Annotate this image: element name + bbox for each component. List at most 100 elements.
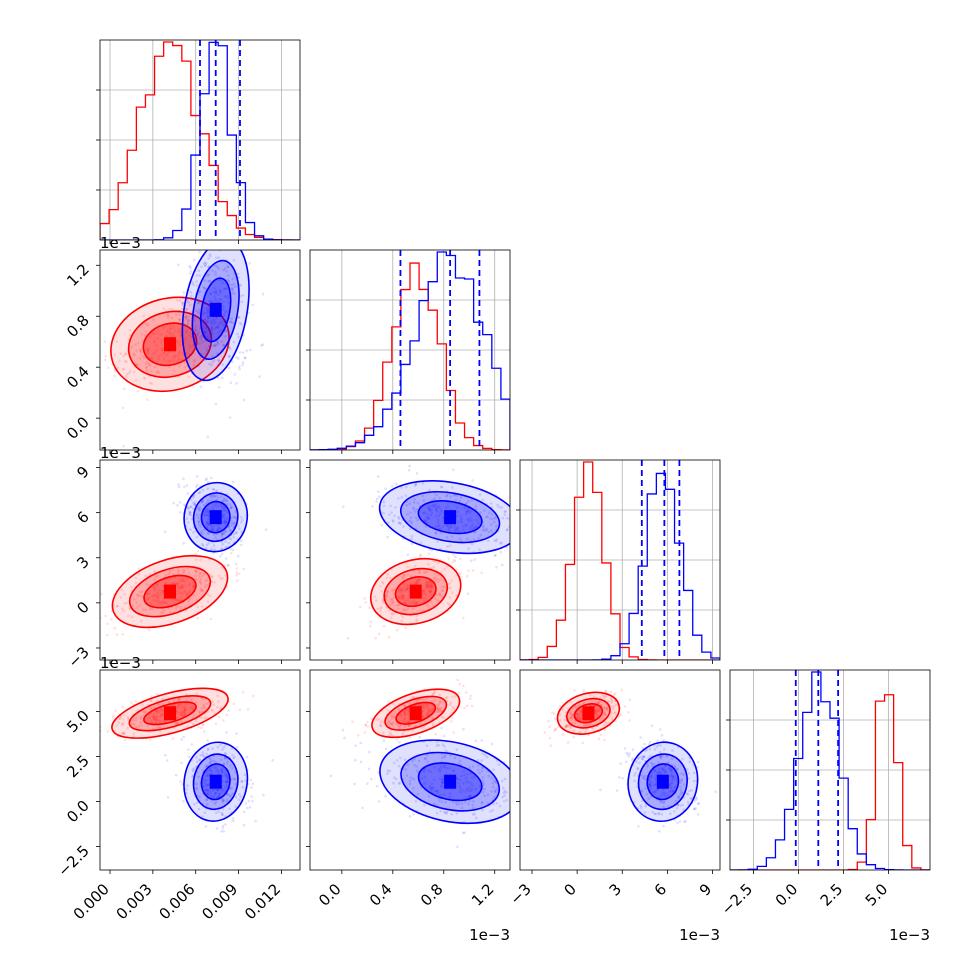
x-tick-label: 9 [696, 880, 715, 899]
scatter-point [438, 512, 442, 516]
scatter-point [639, 804, 643, 807]
scatter-point [205, 798, 208, 801]
scatter-point [427, 507, 431, 511]
scatter-point [145, 582, 149, 586]
scatter-point [220, 534, 223, 538]
scatter-point [423, 591, 427, 594]
scatter-point [651, 810, 654, 814]
scatter-point [186, 725, 189, 728]
scatter-point [461, 789, 465, 792]
scatter-point [430, 709, 434, 713]
scatter-point [195, 274, 199, 277]
scatter-point [414, 516, 418, 520]
scatter-point [235, 562, 238, 566]
scatter-point [391, 519, 395, 522]
scatter-point [120, 722, 124, 725]
scatter-point [159, 611, 163, 614]
scatter-point [648, 782, 651, 786]
scatter-point [232, 819, 235, 823]
scatter-point [220, 547, 224, 551]
scatter-point [204, 478, 208, 482]
scatter-point [155, 583, 159, 586]
scatter-point [222, 830, 226, 833]
scatter-point [213, 298, 217, 301]
scatter-point [134, 581, 138, 585]
scatter-point [208, 761, 212, 765]
panel-frame [309, 669, 511, 871]
scatter-point [164, 325, 167, 328]
scatter-point [430, 504, 434, 508]
scatter-point [686, 768, 689, 771]
scatter-point [139, 348, 142, 352]
scatter-point [207, 511, 211, 515]
scatter-point [183, 485, 186, 489]
scatter-point [196, 332, 199, 336]
scatter-point [170, 598, 173, 601]
scatter-point [371, 505, 374, 508]
scatter-point [427, 516, 431, 519]
scatter-point [443, 755, 446, 759]
scatter-point [458, 785, 462, 788]
scatter-point [154, 709, 158, 713]
scatter-point [403, 582, 406, 585]
scatter-point [382, 504, 386, 508]
scatter-point [392, 601, 395, 605]
scatter-point [424, 593, 428, 596]
scatter-point [232, 532, 236, 536]
scatter-point [447, 524, 450, 528]
scatter-point [185, 517, 189, 520]
scatter-point [155, 600, 158, 604]
scatter-point [172, 582, 175, 585]
scatter-point [177, 330, 180, 333]
scatter-point [212, 494, 216, 498]
scatter-point [216, 265, 219, 268]
scatter-point [405, 608, 409, 611]
scatter-point [667, 805, 670, 808]
scatter-point [447, 557, 450, 560]
scatter-point [409, 601, 412, 604]
scatter-point [240, 530, 243, 534]
scatter-point [213, 533, 216, 536]
scatter-point [161, 585, 165, 588]
scatter-point [685, 792, 688, 795]
scatter-point [390, 589, 394, 592]
scatter-point [446, 524, 449, 527]
scatter-point [254, 819, 257, 823]
scatter-point [182, 568, 186, 572]
scatter-point [235, 571, 238, 575]
scatter-point [190, 705, 193, 708]
scatter-point [150, 699, 153, 703]
scatter-point [221, 748, 224, 751]
scatter-point [468, 799, 471, 803]
scatter-point [198, 250, 201, 254]
scatter-point [597, 701, 600, 705]
scatter-point [668, 790, 672, 793]
scatter-point [441, 516, 445, 519]
scatter-point [410, 602, 414, 606]
scatter-point [181, 571, 185, 574]
scatter-point [416, 792, 420, 796]
scatter-point [146, 398, 149, 401]
scatter-point [682, 773, 685, 776]
scatter-point [422, 698, 426, 701]
scatter-point [432, 766, 436, 769]
scatter-point [123, 602, 127, 605]
scatter-point [403, 704, 407, 707]
scatter-point [216, 532, 219, 536]
scatter-point [411, 728, 415, 732]
scatter-point [638, 761, 641, 765]
scatter-point [205, 262, 208, 265]
scatter-point [136, 342, 140, 345]
scatter-point [216, 789, 220, 792]
scatter-point [636, 766, 640, 770]
scatter-point [599, 733, 603, 736]
scatter-point [126, 717, 130, 720]
scatter-point [228, 346, 231, 349]
scatter-point [223, 267, 227, 270]
scatter-point [603, 695, 606, 698]
scatter-point [358, 605, 362, 609]
scatter-point [155, 344, 158, 348]
scatter-point [260, 344, 263, 347]
scatter-point [430, 782, 434, 786]
scatter-point [211, 355, 214, 359]
